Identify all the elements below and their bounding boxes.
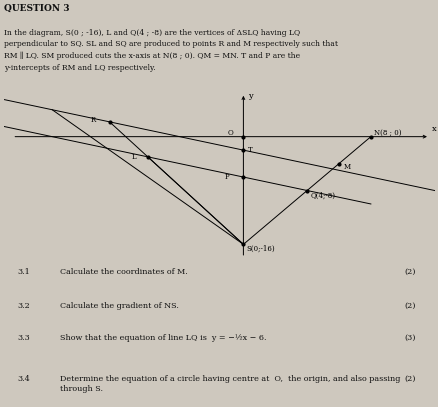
Text: x: x [431, 125, 435, 133]
Text: S(0;-16): S(0;-16) [246, 245, 275, 253]
Text: N(8 ; 0): N(8 ; 0) [373, 129, 401, 137]
Text: Show that the equation of line LQ is  y = −½x − 6.: Show that the equation of line LQ is y =… [60, 334, 266, 342]
Text: 3.3: 3.3 [17, 334, 30, 342]
Text: 3.1: 3.1 [17, 268, 30, 276]
Text: (2): (2) [403, 302, 415, 309]
Text: 3.4: 3.4 [17, 375, 30, 383]
Text: O: O [227, 129, 233, 137]
Text: (2): (2) [403, 268, 415, 276]
Text: y: y [247, 92, 252, 100]
Text: Determine the equation of a circle having centre at  O,  the origin, and also pa: Determine the equation of a circle havin… [60, 375, 400, 393]
Text: (2): (2) [403, 375, 415, 383]
Text: (3): (3) [403, 334, 415, 342]
Text: Calculate the coordinates of M.: Calculate the coordinates of M. [60, 268, 187, 276]
Text: In the diagram, S(0 ; -16), L and Q(4 ; -8) are the vertices of ΔSLQ having LQ
p: In the diagram, S(0 ; -16), L and Q(4 ; … [4, 29, 338, 72]
Text: P: P [224, 173, 228, 181]
Text: M: M [343, 163, 350, 171]
Text: QUESTION 3: QUESTION 3 [4, 4, 70, 13]
Text: Q(4;-8): Q(4;-8) [310, 191, 335, 199]
Text: Calculate the gradient of NS.: Calculate the gradient of NS. [60, 302, 179, 309]
Text: L: L [131, 153, 136, 161]
Text: 3.2: 3.2 [17, 302, 30, 309]
Text: T: T [247, 146, 252, 154]
Text: R: R [90, 116, 95, 124]
